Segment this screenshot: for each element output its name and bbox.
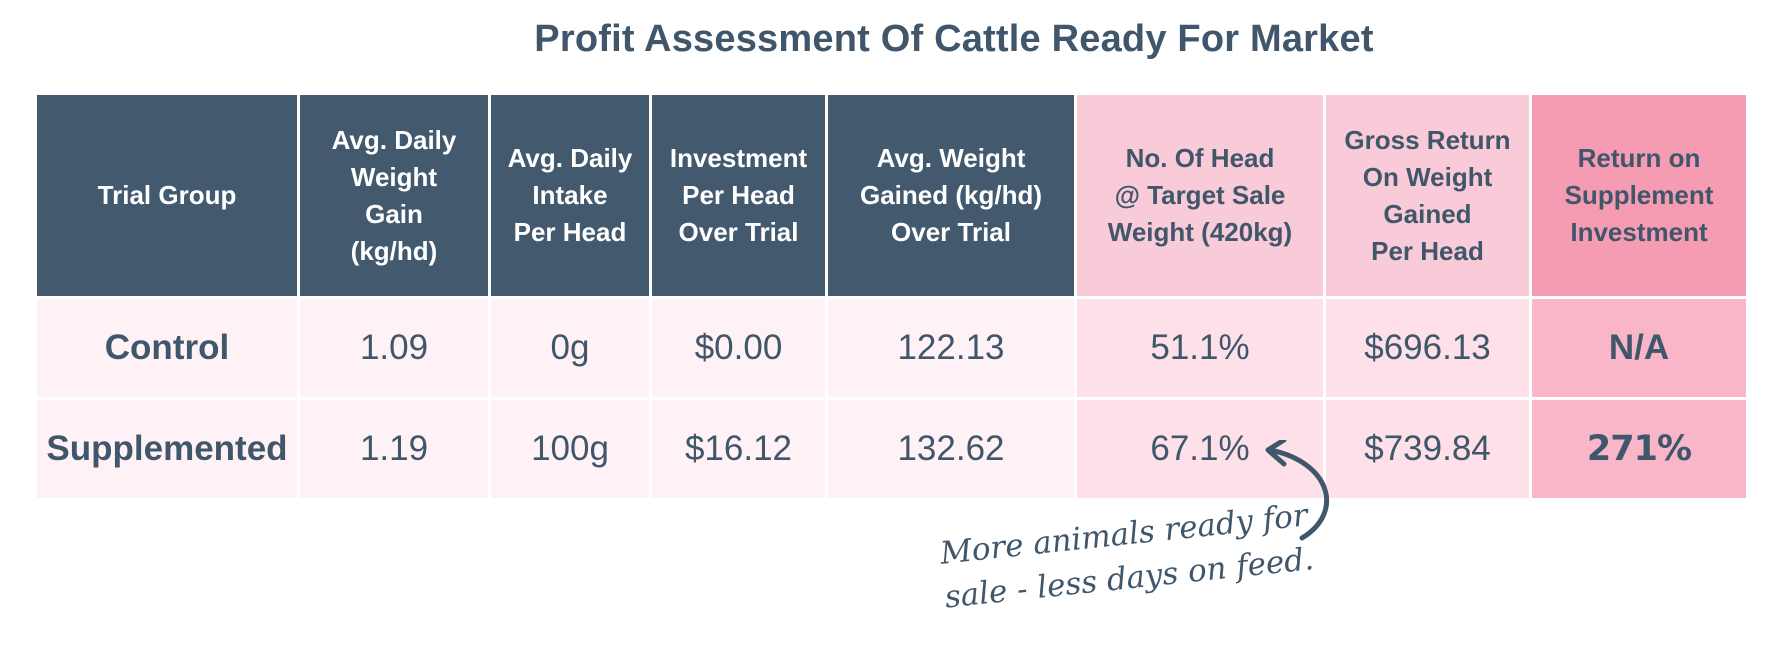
header-line: Trial Group <box>97 180 237 210</box>
header-investment-per-head: Investment Per Head Over Trial <box>649 92 828 299</box>
header-line: Gain <box>365 198 423 229</box>
page-title: Profit Assessment Of Cattle Ready For Ma… <box>534 18 1374 60</box>
header-line: Supplement <box>1564 180 1714 210</box>
header-line: Intake <box>532 180 608 210</box>
cell-avg-daily-weight-gain: 1.19 <box>297 397 491 501</box>
cell-avg-daily-intake: 100g <box>488 397 652 501</box>
cell-gross-return: $739.84 <box>1323 397 1532 501</box>
cell-avg-weight-gained: 122.13 <box>825 296 1077 400</box>
header-gross-return: Gross Return On Weight Gained Per Head <box>1323 92 1532 299</box>
header-line: Over Trial <box>678 217 799 247</box>
table-row-supplemented: Supplemented 1.19 100g $16.12 132.62 67.… <box>34 397 1749 501</box>
cell-return-on-investment: N/A <box>1529 296 1749 400</box>
annotation-note: More animals ready for sale - less days … <box>938 492 1325 619</box>
cell-head-at-target-weight: 51.1% <box>1074 296 1326 400</box>
header-line: Per Head <box>682 180 795 210</box>
header-line: Investment <box>669 143 808 173</box>
header-line: Weight (420kg) <box>1107 217 1293 247</box>
header-line: Gained (kg/hd) <box>860 180 1042 210</box>
header-line: Avg. Weight <box>876 143 1026 173</box>
cell-trial-group: Supplemented <box>34 397 300 501</box>
header-head-at-target-weight: No. Of Head @ Target Sale Weight (420kg) <box>1074 92 1326 299</box>
header-line: On Weight <box>1362 161 1493 192</box>
cell-avg-daily-intake: 0g <box>488 296 652 400</box>
cell-avg-daily-weight-gain: 1.09 <box>297 296 491 400</box>
header-avg-daily-intake: Avg. Daily Intake Per Head <box>488 92 652 299</box>
header-line: Gross Return <box>1344 124 1511 155</box>
header-line: Gained <box>1383 198 1472 229</box>
header-line: Weight <box>350 161 438 192</box>
header-line: Per Head <box>1371 235 1484 266</box>
header-avg-weight-gained: Avg. Weight Gained (kg/hd) Over Trial <box>825 92 1077 299</box>
header-line: Return on <box>1577 143 1701 173</box>
table-row-control: Control 1.09 0g $0.00 122.13 51.1% $696.… <box>34 296 1749 400</box>
cell-head-at-target-weight: 67.1% <box>1074 397 1326 501</box>
header-return-on-investment: Return on Supplement Investment <box>1529 92 1749 299</box>
cell-investment-per-head: $16.12 <box>649 397 828 501</box>
header-line: Over Trial <box>891 217 1011 247</box>
header-trial-group: Trial Group <box>34 92 300 299</box>
cell-avg-weight-gained: 132.62 <box>825 397 1077 501</box>
header-line: @ Target Sale <box>1114 180 1286 210</box>
header-avg-daily-weight-gain: Avg. Daily Weight Gain (kg/hd) <box>297 92 491 299</box>
cell-gross-return: $696.13 <box>1323 296 1532 400</box>
curved-arrow-icon <box>1265 440 1330 541</box>
header-line: No. Of Head <box>1125 143 1275 173</box>
header-line: Per Head <box>513 217 627 247</box>
cell-trial-group: Control <box>34 296 300 400</box>
header-line: Avg. Daily <box>331 124 457 155</box>
header-line: Investment <box>1570 217 1708 247</box>
profit-table: Trial Group Avg. Daily Weight Gain (kg/h… <box>34 92 1749 501</box>
header-line: (kg/hd) <box>350 235 438 266</box>
header-line: Avg. Daily <box>507 143 633 173</box>
cell-return-on-investment: 271% <box>1529 397 1749 501</box>
header-row: Trial Group Avg. Daily Weight Gain (kg/h… <box>34 92 1749 299</box>
cell-investment-per-head: $0.00 <box>649 296 828 400</box>
